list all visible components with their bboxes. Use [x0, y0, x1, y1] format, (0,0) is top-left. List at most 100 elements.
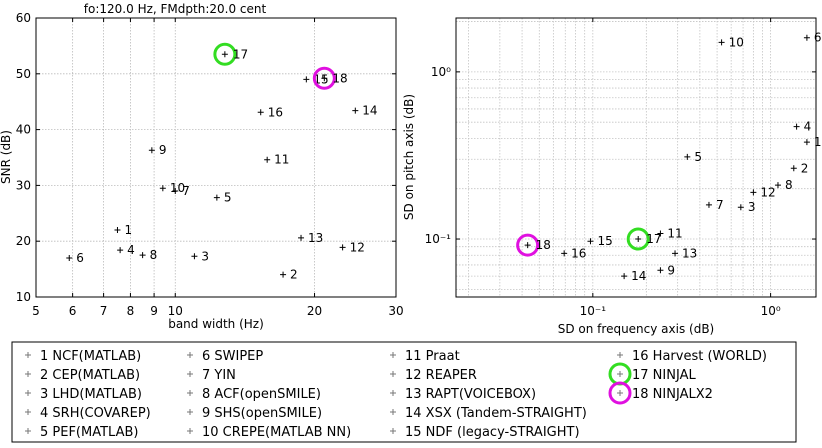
legend-label: 6 SWIPEP — [202, 349, 263, 364]
right-point-label: 12 — [760, 185, 775, 199]
legend: 1 NCF(MATLAB) 2 CEP(MATLAB) 3 LHD(MATLAB) 4… — [11, 341, 797, 443]
legend-marker — [25, 352, 31, 358]
right-point-6: 6 — [803, 31, 822, 45]
right-point-1: 1 — [803, 135, 822, 149]
right-axis-ticks: 10⁻¹ 10⁰ 10⁻¹ 10⁰ — [425, 18, 816, 318]
left-x-tick-label: 30 — [388, 304, 403, 318]
right-point-label: 7 — [716, 198, 724, 212]
left-point-marker — [352, 107, 359, 114]
right-y-tick-label: 10⁻¹ — [425, 232, 452, 246]
right-highlight-circle-18 — [516, 233, 540, 257]
left-point-10: 10 — [159, 181, 185, 195]
left-y-tick-label: 40 — [16, 123, 31, 137]
legend-label: 16 Harvest (WORLD) — [632, 349, 767, 364]
left-point-6: 6 — [66, 251, 84, 265]
snr-vs-bandwidth-chart: fo:120.0 Hz, FMdpth:20.0 cent 5 6 7 8 9 10 20 3… — [0, 2, 404, 331]
right-point-marker — [684, 153, 691, 160]
left-point-17: 17 — [213, 42, 248, 66]
right-point-9: 9 — [657, 263, 675, 277]
right-highlight-circle-17 — [626, 227, 650, 251]
right-point-label: 3 — [748, 200, 756, 214]
right-point-7: 7 — [705, 198, 724, 212]
right-point-label: 4 — [804, 120, 812, 134]
left-point-label: 16 — [268, 105, 283, 119]
right-point-marker — [750, 189, 757, 196]
left-x-axis-label: band width (Hz) — [168, 317, 264, 331]
left-x-tick-label: 20 — [307, 304, 322, 318]
left-point-marker — [321, 75, 328, 82]
right-point-marker — [657, 230, 664, 237]
left-point-label: 2 — [290, 268, 298, 282]
right-point-marker — [790, 165, 797, 172]
legend-label: 1 NCF(MATLAB) — [40, 349, 141, 364]
right-point-label: 1 — [814, 135, 822, 149]
legend-marker — [187, 352, 193, 358]
legend-entry-13: 13 RAPT(VOICEBOX) — [390, 387, 536, 402]
legend-entry-6: 6 SWIPEP — [187, 349, 263, 364]
legend-entry-16: 16 Harvest (WORLD) — [617, 349, 767, 364]
left-y-tick-label: 60 — [16, 11, 31, 25]
legend-entry-9: 9 SHS(openSMILE) — [187, 406, 322, 421]
left-point-14: 14 — [352, 104, 378, 118]
left-x-tick-label: 10 — [168, 304, 183, 318]
left-chart-title: fo:120.0 Hz, FMdpth:20.0 cent — [84, 2, 267, 16]
legend-marker — [390, 409, 396, 415]
right-point-label: 10 — [729, 35, 744, 49]
left-point-label: 3 — [201, 249, 209, 263]
legend-label: 17 NINJAL — [632, 368, 696, 383]
left-y-tick-label: 30 — [16, 178, 31, 192]
left-point-marker — [257, 109, 264, 116]
right-point-marker — [672, 250, 679, 257]
right-point-8: 8 — [774, 178, 793, 192]
legend-label: 2 CEP(MATLAB) — [40, 368, 140, 383]
legend-marker — [390, 352, 396, 358]
legend-marker — [390, 371, 396, 377]
left-point-3: 3 — [191, 249, 209, 263]
right-point-11: 11 — [657, 226, 683, 240]
left-point-label: 12 — [350, 240, 365, 254]
right-point-marker — [524, 242, 531, 249]
right-point-marker — [774, 182, 781, 189]
left-y-axis-label: SNR (dB) — [0, 130, 13, 184]
legend-label: 4 SRH(COVAREP) — [40, 406, 151, 421]
legend-marker — [390, 390, 396, 396]
right-point-label: 16 — [571, 246, 586, 260]
left-point-8: 8 — [139, 248, 157, 262]
legend-marker — [187, 371, 193, 377]
legend-entry-11: 11 Praat — [390, 349, 460, 364]
left-point-marker — [117, 247, 124, 254]
legend-entry-1: 1 NCF(MATLAB) — [25, 349, 141, 364]
legend-box — [11, 341, 797, 443]
legend-label: 18 NINJALX2 — [632, 387, 713, 402]
left-point-label: 18 — [332, 71, 347, 85]
legend-entry-7: 7 YIN — [187, 368, 236, 383]
left-y-tick-label: 20 — [16, 234, 31, 248]
right-point-marker — [737, 204, 744, 211]
right-point-16: 16 — [561, 246, 586, 260]
legend-entry-5: 5 PEF(MATLAB) — [25, 425, 138, 440]
left-point-label: 13 — [308, 231, 323, 245]
legend-highlight-circle-18 — [608, 381, 632, 405]
right-point-label: 14 — [631, 269, 646, 283]
left-point-marker — [66, 254, 73, 261]
right-point-label: 15 — [597, 234, 612, 248]
right-point-marker — [793, 123, 800, 130]
right-point-marker — [705, 201, 712, 208]
legend-entry-10: 10 CREPE(MATLAB NN) — [187, 425, 351, 440]
right-point-marker — [561, 250, 568, 257]
left-x-tick-label: 7 — [100, 304, 108, 318]
legend-label: 13 RAPT(VOICEBOX) — [405, 387, 536, 402]
legend-marker — [617, 352, 623, 358]
legend-marker — [187, 409, 193, 415]
right-grid — [456, 18, 816, 297]
legend-marker — [617, 390, 623, 396]
left-x-tick-label: 6 — [69, 304, 77, 318]
left-point-5: 5 — [213, 191, 232, 205]
legend-marker — [25, 390, 31, 396]
left-point-7: 7 — [172, 184, 190, 198]
left-point-marker — [339, 244, 346, 251]
legend-entry-8: 8 ACF(openSMILE) — [187, 387, 321, 402]
left-point-label: 14 — [362, 104, 377, 118]
